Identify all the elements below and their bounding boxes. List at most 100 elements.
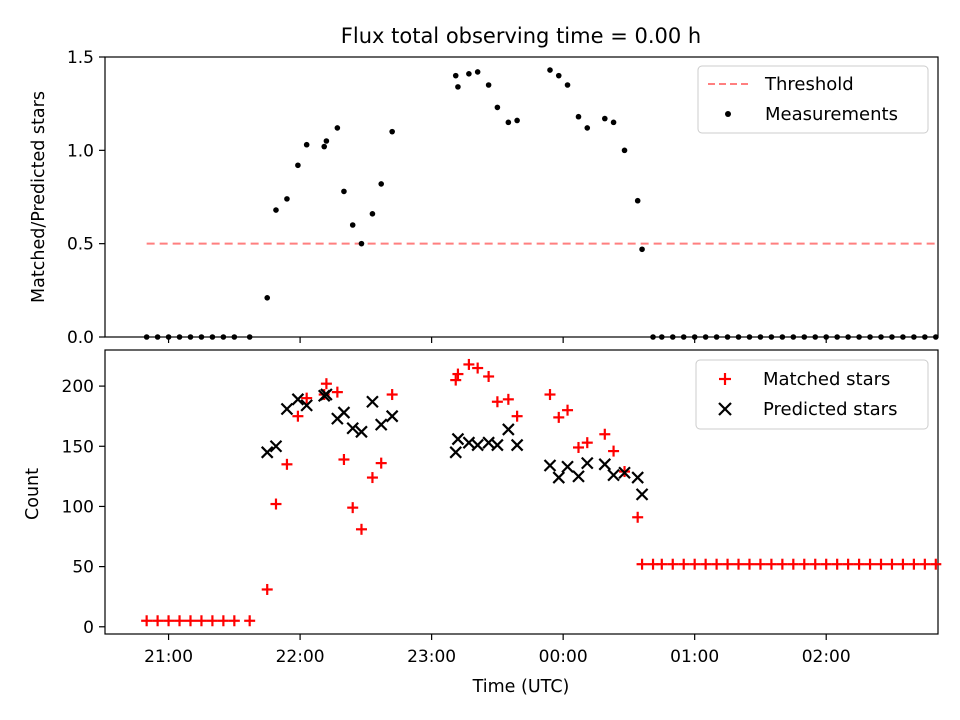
matched-star-point <box>511 410 523 422</box>
matched-star-point <box>733 558 745 570</box>
top-y-axis-label: Matched/Predicted stars <box>29 91 49 303</box>
x-axis-label: Time (UTC) <box>472 677 570 697</box>
top-ytick-label: 0.5 <box>67 235 94 255</box>
matched-star-point <box>320 378 332 390</box>
bottom-ytick-label: 200 <box>62 377 94 397</box>
matched-star-point <box>754 558 766 570</box>
measurement-point <box>303 141 310 148</box>
measurement-point <box>823 334 830 340</box>
measurement-point <box>514 117 520 124</box>
measurement-point <box>369 211 376 217</box>
measurement-point <box>639 246 645 253</box>
measurement-point <box>246 334 253 340</box>
top-panel: 0.0 0.5 1.0 1.5 Matched/Predicted stars Thr… <box>29 48 939 348</box>
predicted-star-point <box>269 439 283 453</box>
measurement-point <box>165 334 172 340</box>
measurement-point <box>812 334 819 340</box>
matched-star-point <box>347 502 359 514</box>
matched-star-point <box>765 558 777 570</box>
matched-star-point <box>463 358 475 370</box>
matched-star-point <box>472 362 484 374</box>
measurement-point <box>564 82 571 88</box>
legend-predicted-swatch <box>718 402 732 416</box>
measurement-point <box>154 334 161 340</box>
measurement-point <box>779 334 786 340</box>
predicted-star-point <box>385 409 399 423</box>
matched-star-point <box>270 498 282 510</box>
measurement-point <box>575 113 582 120</box>
predicted-star-point <box>355 425 368 439</box>
measurement-point <box>295 162 301 169</box>
measurement-point <box>922 334 928 340</box>
measurement-point <box>505 119 512 126</box>
predicted-star-point <box>300 399 313 412</box>
predicted-star-point <box>291 393 305 406</box>
matched-star-point <box>502 393 514 405</box>
matched-star-point <box>562 404 574 416</box>
predicted-star-point <box>337 406 351 419</box>
bottom-legend-box <box>695 359 929 430</box>
measurement-point <box>867 334 873 340</box>
measurement-point <box>176 334 183 340</box>
matched-star-point <box>581 437 593 449</box>
matched-star-point <box>184 615 196 627</box>
top-plot-marks <box>143 67 939 340</box>
measurement-point <box>485 82 492 88</box>
measurement-point <box>466 71 472 77</box>
predicted-star-point <box>280 402 294 416</box>
bottom-ytick-label: 150 <box>62 437 94 457</box>
measurement-point <box>889 334 895 340</box>
measurement-point <box>334 125 341 131</box>
matched-star-point <box>386 389 398 401</box>
predicted-star-point <box>598 458 612 471</box>
matched-star-point <box>608 445 620 457</box>
predicted-star-point <box>552 471 566 484</box>
matched-star-point <box>174 615 186 627</box>
matched-star-point <box>853 558 865 570</box>
measurement-point <box>358 240 365 247</box>
matched-star-point <box>553 411 565 423</box>
matched-star-point <box>206 615 218 627</box>
predicted-star-point <box>502 423 515 436</box>
measurement-point <box>378 181 385 187</box>
top-ytick-label: 0.0 <box>67 328 94 348</box>
measurement-point <box>801 334 808 340</box>
predicted-star-point <box>462 436 476 449</box>
matched-star-point <box>338 454 350 466</box>
bottom-xtick-label: 01:00 <box>670 647 719 667</box>
top-legend-box <box>697 65 929 134</box>
matched-star-point <box>831 558 843 570</box>
measurement-point <box>634 197 641 204</box>
measurement-point <box>584 125 591 131</box>
matched-star-point <box>375 457 387 469</box>
matched-star-point <box>908 558 920 570</box>
measurement-point <box>713 334 720 340</box>
measurement-point <box>757 334 764 340</box>
matched-star-point <box>842 558 854 570</box>
measurement-point <box>768 334 775 340</box>
matched-star-point <box>700 558 712 570</box>
matched-star-point <box>599 428 611 440</box>
measurement-point <box>621 147 628 154</box>
matched-star-point <box>228 615 240 627</box>
matched-star-point <box>261 583 273 595</box>
matched-star-point <box>632 511 644 523</box>
measurement-point <box>900 334 906 340</box>
measurement-point <box>220 334 227 340</box>
predicted-star-point <box>471 438 484 452</box>
predicted-star-point <box>543 459 557 472</box>
matched-star-point <box>886 558 898 570</box>
matched-star-point <box>544 389 556 401</box>
predicted-star-point <box>451 432 465 446</box>
matched-star-point <box>776 558 788 570</box>
bottom-y-axis: 0 50 100 150 200 <box>62 377 105 638</box>
predicted-star-point <box>346 421 359 435</box>
matched-star-point <box>875 558 887 570</box>
matched-star-point <box>722 558 734 570</box>
predicted-star-point <box>260 446 274 459</box>
measurement-point <box>273 207 279 213</box>
measurement-point <box>474 69 481 75</box>
measurement-point <box>856 334 862 340</box>
measurement-point <box>610 119 617 126</box>
